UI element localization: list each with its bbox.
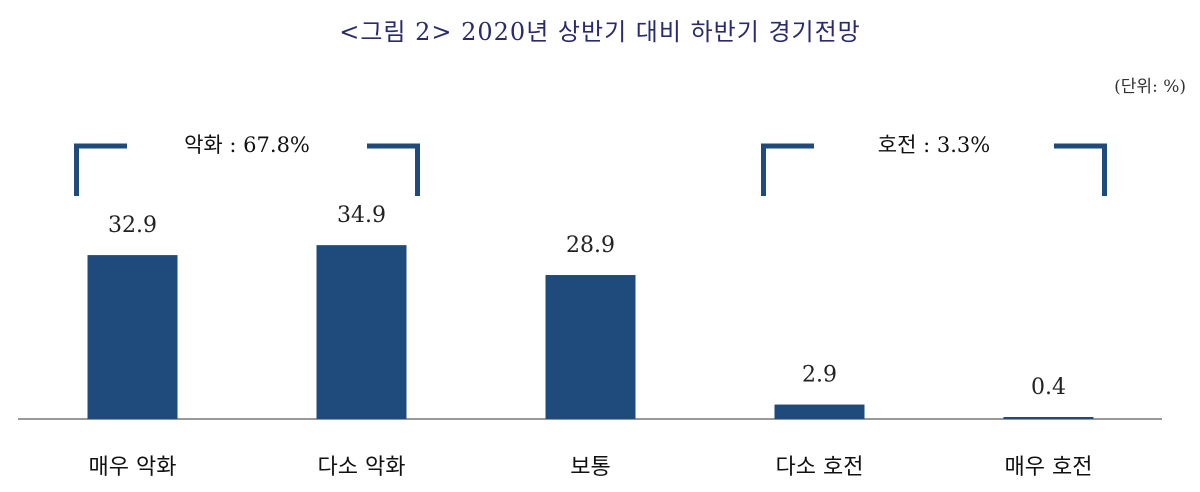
- group-bracket-right: [1054, 143, 1107, 196]
- data-label: 34.9: [337, 203, 386, 228]
- data-label: 32.9: [108, 213, 157, 238]
- data-label: 28.9: [566, 233, 615, 258]
- group-bracket-left: [761, 143, 814, 196]
- x-tick-label: 매우 호전: [1005, 455, 1093, 480]
- bar: [316, 245, 407, 419]
- x-tick-label: 보통: [570, 455, 610, 480]
- data-label: 2.9: [802, 363, 837, 388]
- x-tick-label: 매우 악화: [89, 455, 177, 480]
- group-label: 호전 : 3.3%: [878, 133, 990, 157]
- chart-title: <그림 2> 2020년 상반기 대비 하반기 경기전망: [339, 18, 861, 46]
- group-bracket-left: [74, 143, 127, 196]
- x-tick-label: 다소 호전: [776, 455, 864, 480]
- unit-label: (단위: %): [1114, 77, 1186, 97]
- bar: [545, 275, 636, 419]
- bar: [774, 404, 865, 419]
- group-bracket-right: [367, 143, 420, 196]
- bar: [87, 255, 178, 419]
- bar: [1003, 417, 1094, 419]
- data-label: 0.4: [1031, 375, 1066, 400]
- group-label: 악화 : 67.8%: [184, 133, 310, 157]
- x-tick-label: 다소 악화: [318, 455, 406, 480]
